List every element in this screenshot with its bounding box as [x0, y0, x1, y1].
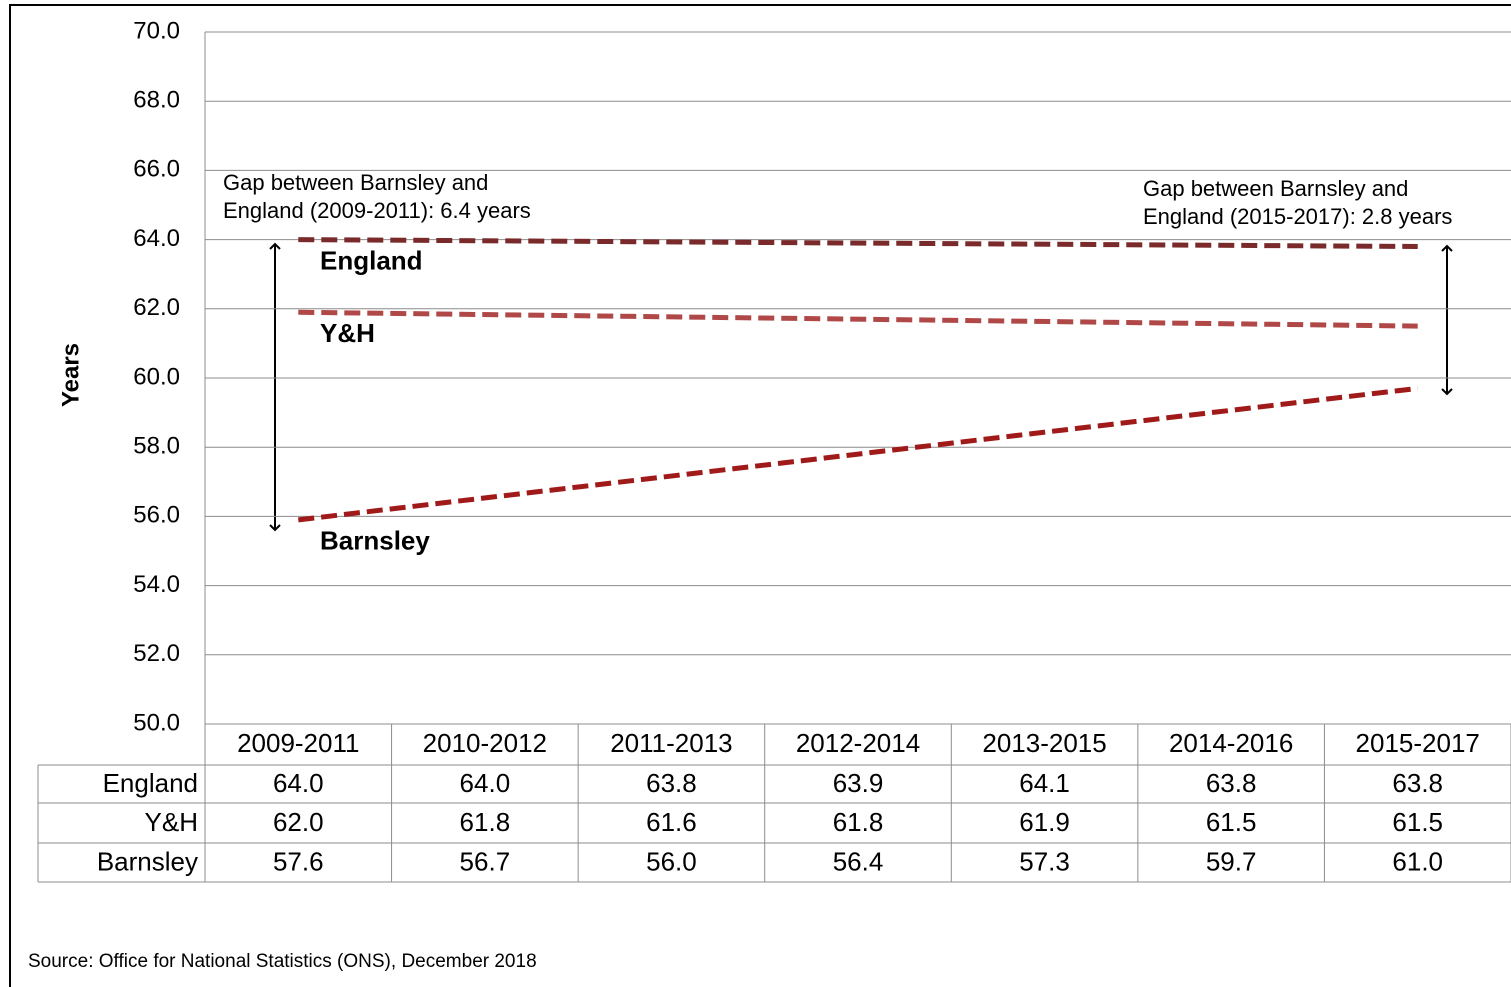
- table-cell: 64.0: [273, 768, 324, 798]
- table-cell: 57.3: [1019, 846, 1070, 876]
- table-row-label: Barnsley: [97, 846, 198, 876]
- table-cell: 63.9: [833, 768, 884, 798]
- y-tick-label: 62.0: [133, 294, 180, 321]
- y-tick-label: 50.0: [133, 709, 180, 736]
- trend-line: [298, 237, 1418, 250]
- table-row-label: Y&H: [145, 807, 198, 837]
- y-tick-label: 66.0: [133, 156, 180, 183]
- table-cell: 61.5: [1206, 807, 1257, 837]
- table-cell: 64.0: [460, 768, 511, 798]
- x-tick-label: 2011-2013: [610, 728, 732, 758]
- y-tick-label: 56.0: [133, 502, 180, 529]
- table-cell: 56.0: [646, 846, 697, 876]
- y-tick-label: 68.0: [133, 87, 180, 114]
- trend-line: [297, 385, 1419, 523]
- y-tick-label: 58.0: [133, 433, 180, 460]
- y-axis-label: Years: [57, 343, 84, 407]
- table-cell: 64.1: [1019, 768, 1070, 798]
- table-cell: 61.0: [1392, 846, 1443, 876]
- trend-line: [298, 309, 1418, 329]
- series-label: Y&H: [320, 318, 375, 348]
- y-tick-label: 60.0: [133, 363, 180, 390]
- table-cell: 57.6: [273, 846, 324, 876]
- y-tick-label: 52.0: [133, 640, 180, 667]
- table-cell: 62.0: [273, 807, 324, 837]
- annotation: England (2015-2017): 2.8 years: [1143, 204, 1452, 229]
- series-label: England: [320, 245, 423, 275]
- table-cell: 63.8: [646, 768, 697, 798]
- source: Source: Office for National Statistics (…: [28, 951, 537, 972]
- table-row-label: England: [103, 768, 198, 798]
- y-tick-label: 64.0: [133, 225, 180, 252]
- x-tick-label: 2009-2011: [237, 728, 359, 758]
- x-tick-label: 2010-2012: [423, 728, 547, 758]
- annotation: Gap between Barnsley and: [1143, 176, 1408, 201]
- table-cell: 61.5: [1392, 807, 1443, 837]
- x-tick-label: 2013-2015: [982, 728, 1106, 758]
- table-cell: 59.7: [1206, 846, 1257, 876]
- x-tick-label: 2012-2014: [796, 728, 920, 758]
- x-tick-label: 2015-2017: [1356, 728, 1480, 758]
- annotation: Gap between Barnsley and: [223, 170, 488, 195]
- table-cell: 56.7: [460, 846, 511, 876]
- frame: [9, 4, 1511, 987]
- table-cell: 63.8: [1392, 768, 1443, 798]
- y-tick-label: 70.0: [133, 17, 180, 44]
- y-tick-label: 54.0: [133, 571, 180, 598]
- table-cell: 61.9: [1019, 807, 1070, 837]
- table-cell: 63.8: [1206, 768, 1257, 798]
- annotation: England (2009-2011): 6.4 years: [223, 198, 531, 223]
- table-cell: 61.6: [646, 807, 697, 837]
- x-tick-label: 2014-2016: [1169, 728, 1293, 758]
- series-label: Barnsley: [320, 526, 430, 556]
- table-cell: 61.8: [833, 807, 884, 837]
- table-cell: 56.4: [833, 846, 884, 876]
- table-cell: 61.8: [460, 807, 511, 837]
